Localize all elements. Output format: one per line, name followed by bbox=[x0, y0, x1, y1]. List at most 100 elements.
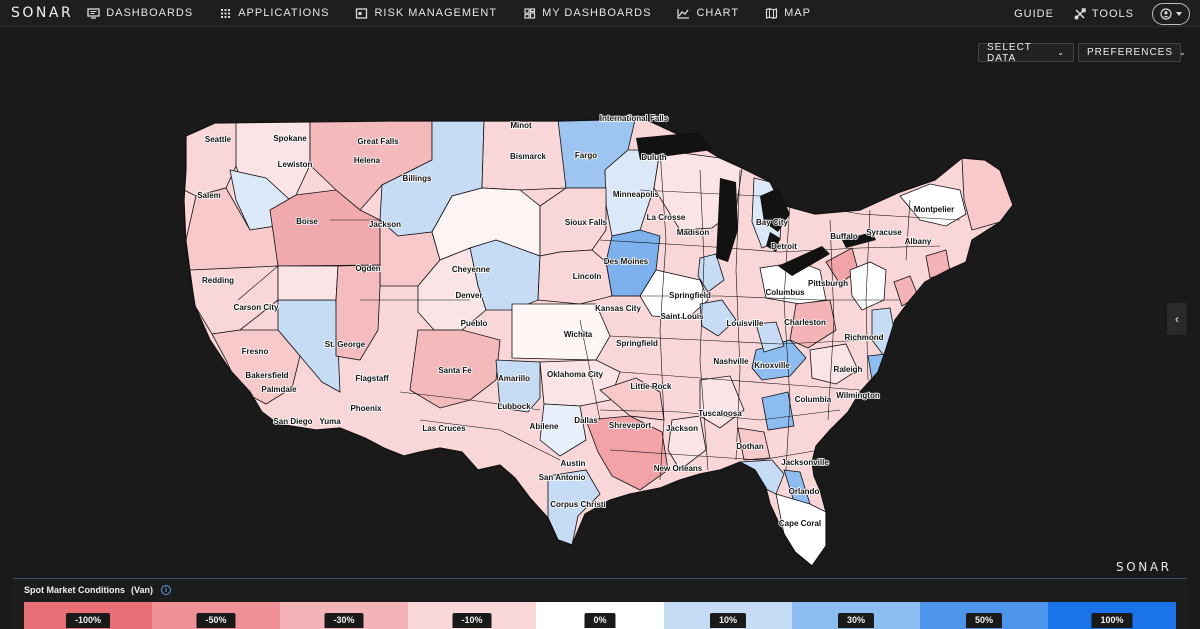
tools-label: TOOLS bbox=[1091, 7, 1134, 20]
city-label: Knoxville bbox=[754, 361, 790, 370]
map-region[interactable] bbox=[599, 377, 665, 421]
map-region[interactable] bbox=[755, 321, 785, 353]
collapse-panel-button[interactable]: ‹ bbox=[1167, 303, 1187, 335]
city-label: Tuscaloosa bbox=[698, 409, 742, 418]
city-label: Jacksonville bbox=[781, 458, 829, 467]
city-label: Lubbock bbox=[497, 402, 531, 411]
city-label: Des Moines bbox=[604, 257, 649, 266]
legend-segment-label: -10% bbox=[452, 613, 492, 628]
legend-unit: (Van) bbox=[131, 585, 154, 595]
city-label: Pittsburgh bbox=[808, 279, 848, 288]
city-label: Syracuse bbox=[866, 228, 902, 237]
map-icon bbox=[766, 7, 778, 19]
map-region[interactable] bbox=[639, 269, 709, 319]
city-label: Flagstaff bbox=[355, 374, 389, 383]
map-region[interactable] bbox=[335, 264, 381, 361]
select-data-dropdown[interactable]: SELECT DATA ⌄ bbox=[978, 42, 1074, 64]
account-menu[interactable] bbox=[1152, 2, 1190, 25]
city-label: Denver bbox=[455, 291, 482, 300]
city-label: Albany bbox=[905, 237, 932, 246]
legend-segment[interactable]: 0% bbox=[536, 602, 664, 629]
map-region[interactable] bbox=[809, 343, 859, 385]
sonar-logo[interactable]: SONAR bbox=[11, 5, 74, 21]
tools-menu[interactable]: TOOLS bbox=[1074, 8, 1134, 20]
map-region[interactable] bbox=[737, 427, 771, 461]
map-region[interactable] bbox=[697, 253, 725, 293]
map-region[interactable] bbox=[417, 247, 487, 331]
map-region[interactable] bbox=[409, 329, 501, 409]
guide-link[interactable]: GUIDE bbox=[1014, 7, 1054, 20]
city-label: Lincoln bbox=[573, 272, 602, 281]
city-label: Fargo bbox=[575, 151, 597, 160]
legend-segment[interactable]: 50% bbox=[920, 602, 1048, 629]
legend-segment[interactable]: -30% bbox=[280, 602, 408, 629]
map-region[interactable] bbox=[667, 415, 707, 471]
map-region[interactable] bbox=[495, 359, 541, 413]
legend-segment-label: -50% bbox=[196, 613, 236, 628]
city-label: Boise bbox=[296, 217, 318, 226]
legend-segment[interactable]: 100% bbox=[1048, 602, 1176, 629]
preferences-dropdown[interactable]: PREFERENCES ⌄ bbox=[1078, 43, 1186, 62]
city-label: Jackson bbox=[666, 424, 698, 433]
city-label: Nashville bbox=[713, 357, 749, 366]
city-label: Wilmington bbox=[836, 391, 880, 400]
legend-segment[interactable]: 10% bbox=[664, 602, 792, 629]
city-label: Cheyenne bbox=[452, 265, 491, 274]
legend-segment[interactable]: 30% bbox=[792, 602, 920, 629]
city-label: Cape Coral bbox=[779, 519, 821, 528]
top-nav: SONAR DASHBOARDS APPLICATIONS RISK MANAG… bbox=[0, 0, 1200, 27]
city-label: Phoenix bbox=[350, 404, 382, 413]
calendar-icon bbox=[356, 7, 368, 19]
legend-segment-label: 100% bbox=[1091, 613, 1133, 628]
city-label: Salem bbox=[197, 191, 221, 200]
lake-ontario bbox=[842, 232, 876, 248]
legend-segment-label: -30% bbox=[324, 613, 364, 628]
nav-chart[interactable]: CHART bbox=[677, 7, 739, 19]
legend-segment-label: -100% bbox=[65, 613, 111, 628]
map-region[interactable] bbox=[277, 265, 339, 301]
nav-items: DASHBOARDS APPLICATIONS RISK MANAGEMENT … bbox=[87, 7, 837, 19]
nav-applications-label: APPLICATIONS bbox=[238, 7, 330, 19]
map-region[interactable] bbox=[604, 149, 661, 237]
city-label: Montpelier bbox=[914, 205, 954, 214]
map-area[interactable]: International Falls Seattle Spokane Great F… bbox=[0, 63, 1200, 577]
legend-segment[interactable]: -50% bbox=[152, 602, 280, 629]
us-choropleth-map[interactable]: International Falls Seattle Spokane Great F… bbox=[0, 63, 1200, 577]
city-label: Bismarck bbox=[510, 152, 547, 161]
legend-segment[interactable]: -100% bbox=[24, 602, 152, 629]
city-label: Austin bbox=[561, 459, 586, 468]
city-label: Redding bbox=[202, 276, 234, 285]
map-region[interactable] bbox=[537, 249, 613, 305]
map-region[interactable] bbox=[961, 157, 1013, 231]
nav-dashboards[interactable]: DASHBOARDS bbox=[87, 7, 193, 19]
lake-erie bbox=[778, 246, 830, 276]
city-label: Orlando bbox=[789, 487, 820, 496]
nav-map[interactable]: MAP bbox=[765, 7, 811, 19]
city-label: Madison bbox=[677, 228, 710, 237]
map-region[interactable] bbox=[899, 183, 967, 227]
legend-title-row: Spot Market Conditions (Van) i bbox=[24, 585, 172, 595]
city-label: Kansas City bbox=[595, 304, 641, 313]
lake-superior bbox=[636, 132, 712, 160]
info-icon[interactable]: i bbox=[161, 585, 172, 595]
nav-applications[interactable]: APPLICATIONS bbox=[219, 7, 329, 19]
preferences-label: PREFERENCES bbox=[1087, 47, 1174, 58]
nav-my-dashboards[interactable]: MY DASHBOARDS bbox=[523, 7, 651, 19]
map-region[interactable] bbox=[539, 403, 587, 457]
city-label: Little Rock bbox=[631, 382, 672, 391]
city-label: Dothan bbox=[736, 442, 764, 451]
map-region[interactable] bbox=[585, 415, 669, 491]
sonar-watermark: SONAR bbox=[1116, 560, 1172, 574]
city-label: Detroit bbox=[771, 242, 797, 251]
city-label: Dallas bbox=[574, 416, 598, 425]
legend-segment[interactable]: -10% bbox=[408, 602, 536, 629]
map-region[interactable] bbox=[789, 299, 837, 349]
map-region[interactable] bbox=[867, 353, 891, 393]
city-label: Raleigh bbox=[834, 365, 863, 374]
nav-risk-management[interactable]: RISK MANAGEMENT bbox=[355, 7, 497, 19]
map-region[interactable] bbox=[539, 359, 621, 407]
city-label: Springfield bbox=[669, 291, 711, 300]
city-label: Seattle bbox=[205, 135, 232, 144]
city-label: St. George bbox=[325, 340, 366, 349]
legend-panel: Spot Market Conditions (Van) i -100% -50%… bbox=[13, 578, 1187, 629]
